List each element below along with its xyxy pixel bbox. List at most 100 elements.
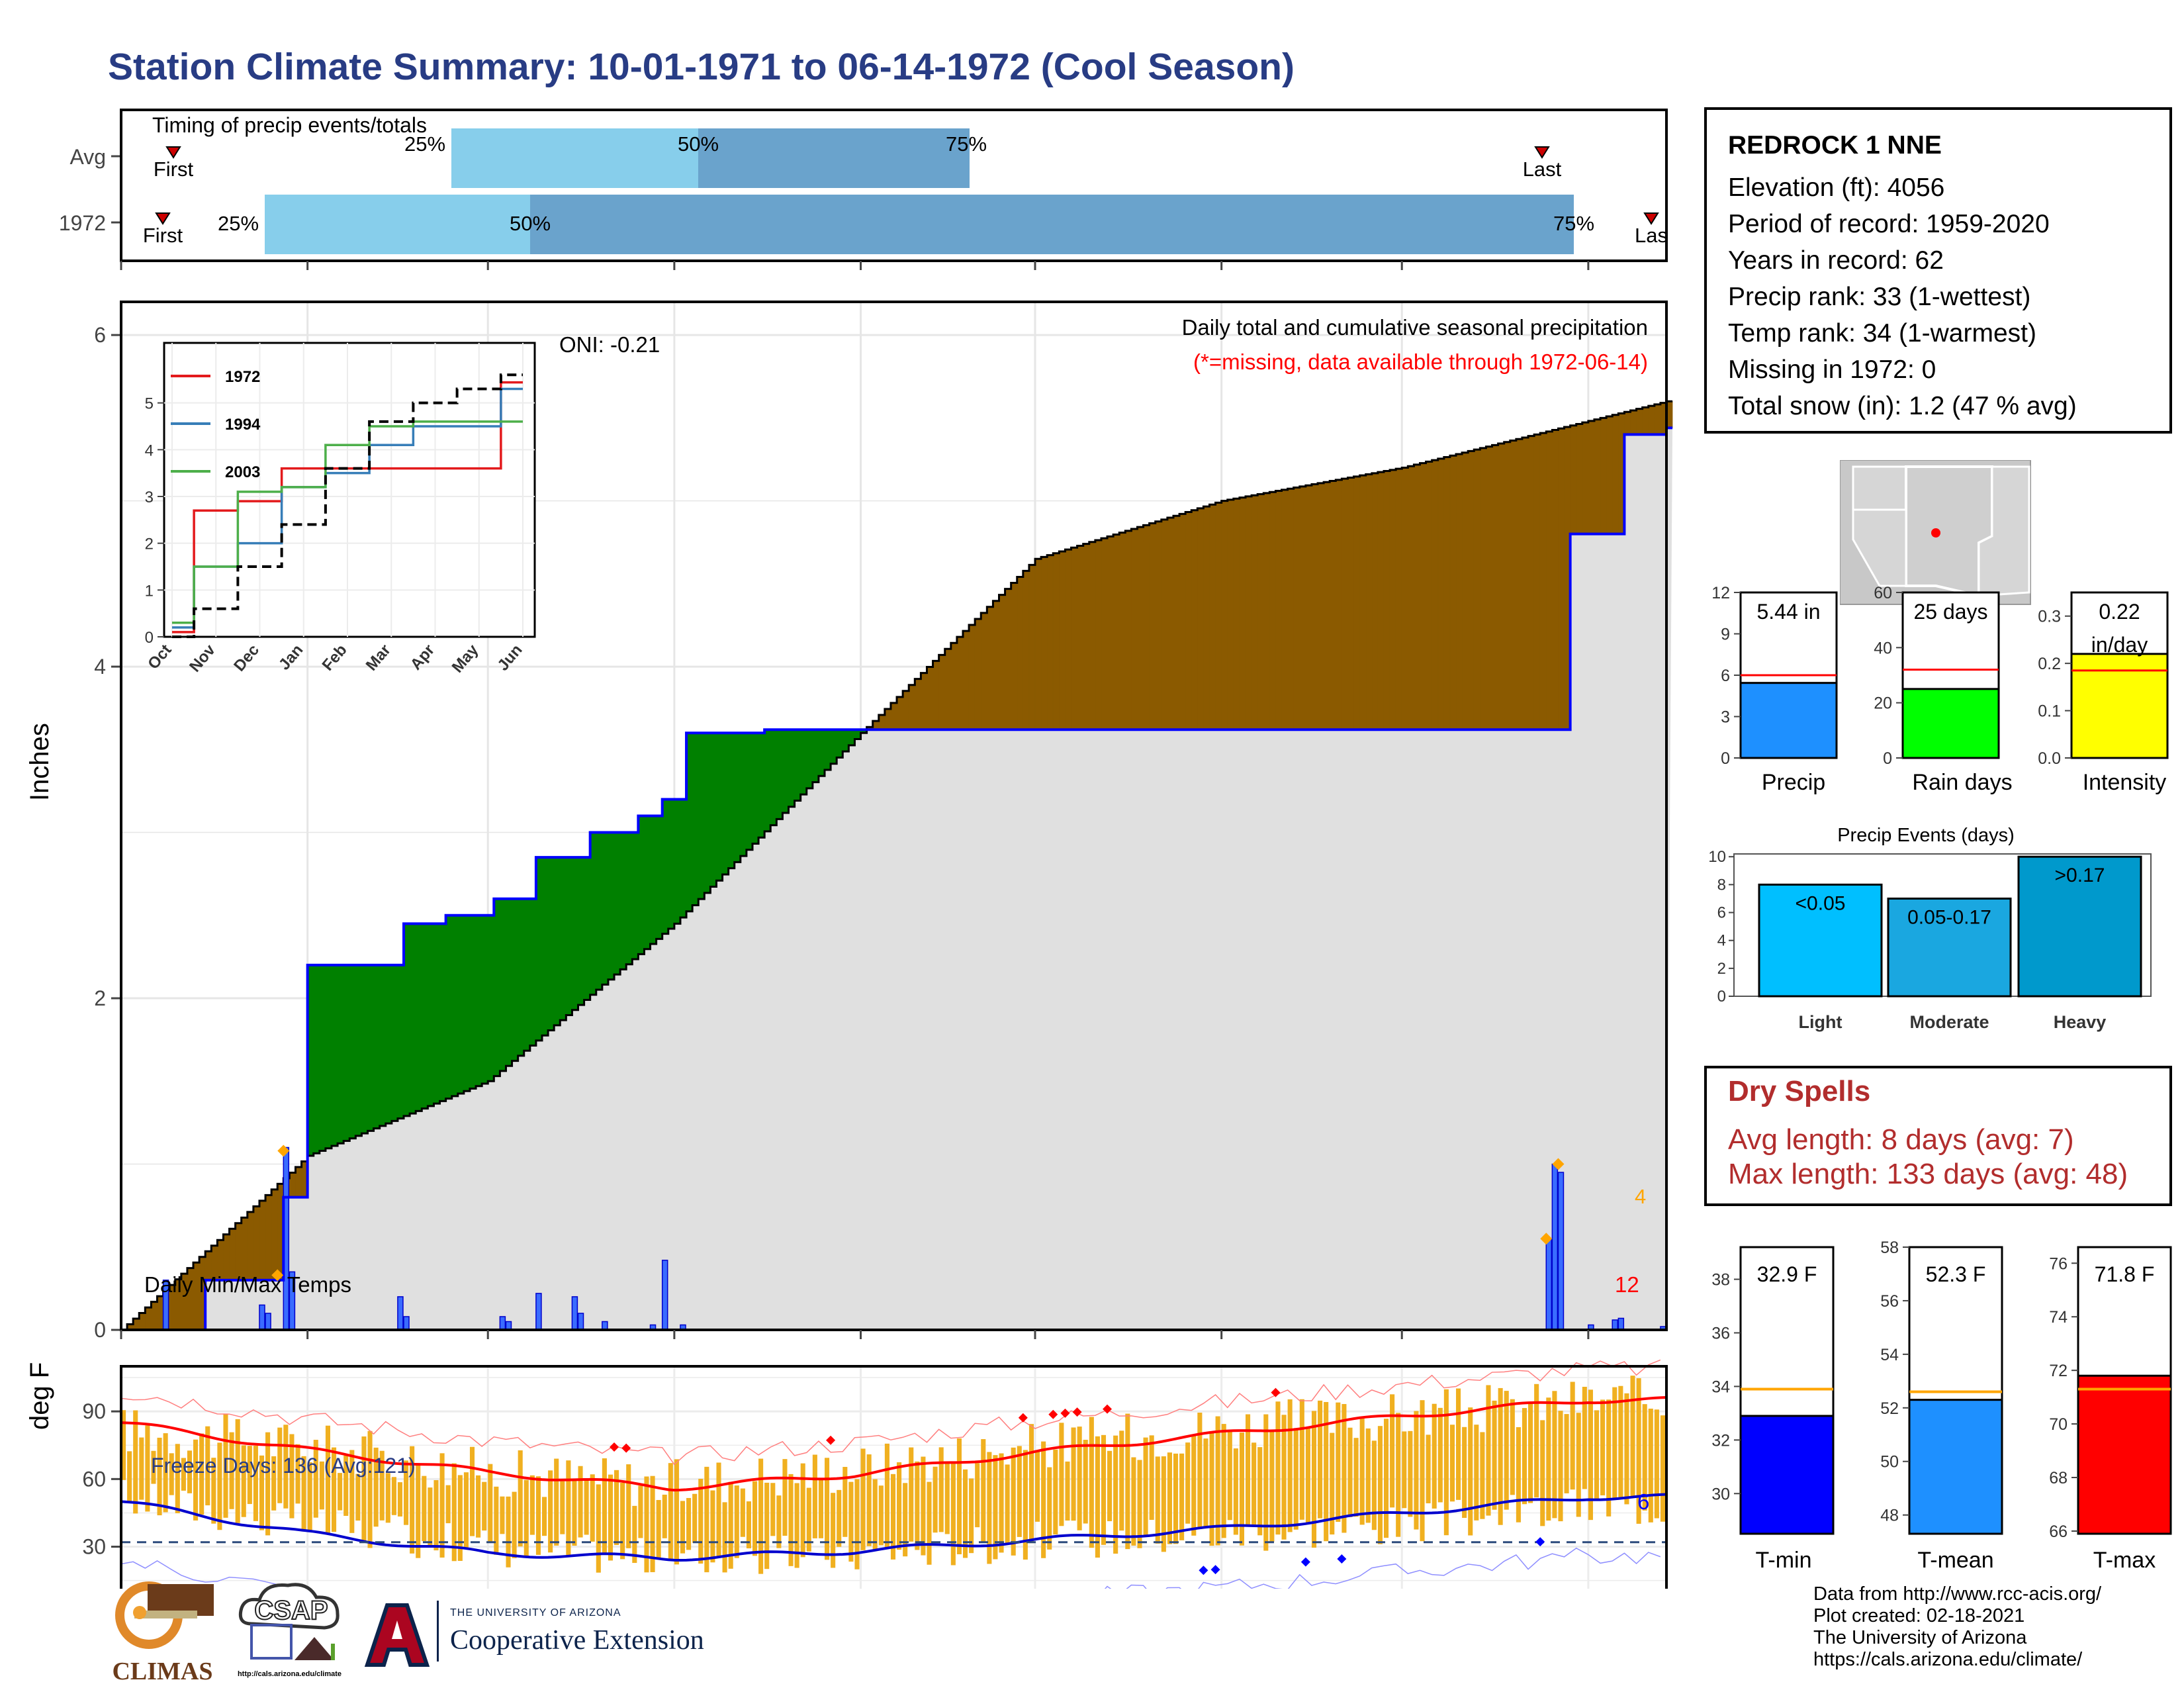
daily-temp-bar <box>1324 1401 1329 1542</box>
daily-temp-bar <box>373 1447 379 1527</box>
timing-last-marker <box>1643 212 1659 225</box>
inset-series-line <box>172 373 523 638</box>
events-tick-label: 10 <box>1708 851 1726 866</box>
dry-spells-avg: Avg length: 8 days (avg: 7) <box>1728 1123 2074 1156</box>
daily-temp-bar <box>764 1482 770 1570</box>
locator-map <box>1840 460 2031 605</box>
daily-temp-bar <box>313 1440 318 1518</box>
daily-temp-bar <box>289 1434 295 1519</box>
daily-temp-bar <box>944 1462 950 1534</box>
daily-temp-bar <box>1053 1449 1058 1535</box>
daily-temp-bar <box>1528 1403 1533 1503</box>
daily-temp-bar <box>1365 1428 1371 1523</box>
timing-first-label: First <box>154 158 194 181</box>
oni-label: ONI: -0.21 <box>559 332 660 357</box>
daily-temp-bar <box>1594 1410 1600 1500</box>
daily-temp-bar <box>1059 1423 1064 1526</box>
daily-temp-bar <box>956 1438 962 1554</box>
daily-temp-bar <box>800 1463 805 1558</box>
timing-p25-label: 25% <box>218 212 259 235</box>
daily-temp-bar <box>500 1496 505 1534</box>
climas-logo-text: CLIMAS <box>112 1658 213 1685</box>
temp-bar-tick-label: 32 <box>1711 1431 1730 1450</box>
daily-temp-bar <box>1209 1432 1214 1546</box>
daily-precip-bar <box>1557 1172 1565 1331</box>
daily-temp-bar <box>620 1482 625 1560</box>
map-state-w <box>1852 508 1907 587</box>
daily-temp-bar <box>241 1445 246 1517</box>
daily-temp-bar <box>523 1479 529 1556</box>
events-tick-label: 4 <box>1717 932 1726 950</box>
station-info-line: Years in record: 62 <box>1728 246 1944 275</box>
footer-line-url: https://cals.arizona.edu/climate/ <box>1813 1649 2083 1670</box>
station-info-line: Missing in 1972: 0 <box>1728 355 1936 384</box>
daily-temp-bar <box>1083 1440 1088 1524</box>
mini-bar-panel: 0.22 in/day 0.0 0.1 0.2 0.3 <box>2038 591 2169 768</box>
daily-temp-bar <box>1534 1383 1539 1498</box>
daily-temp-bar <box>740 1488 745 1537</box>
temp-bar-tick-label: 36 <box>1711 1324 1730 1342</box>
station-location-dot <box>1931 528 1940 538</box>
daily-temp-bar <box>1011 1447 1016 1556</box>
events-bar <box>1887 897 2012 998</box>
daily-temp-bar <box>1390 1394 1395 1508</box>
inset-frame <box>163 342 536 638</box>
daily-temp-bar <box>1167 1452 1172 1544</box>
daily-temp-bar <box>1336 1402 1341 1522</box>
daily-temp-bar <box>1137 1460 1142 1548</box>
csap-cloud-icon <box>238 1583 340 1660</box>
events-range-label: >0.17 <box>2055 865 2105 886</box>
daily-temp-bar <box>584 1478 589 1535</box>
daily-temp-bar <box>1353 1438 1359 1517</box>
footer-line-univ: The University of Arizona <box>1813 1627 2027 1648</box>
temp-bar-tick-label: 58 <box>1880 1239 1899 1257</box>
daily-temp-bar <box>211 1458 216 1524</box>
daily-temp-bar <box>1347 1427 1353 1517</box>
events-range-label: <0.05 <box>1796 892 1846 914</box>
daily-temp-bar <box>1149 1435 1154 1521</box>
daily-temp-bar <box>1065 1461 1070 1521</box>
daily-temp-bar <box>1437 1407 1443 1503</box>
station-info-line: Elevation (ft): 4056 <box>1728 173 1945 202</box>
daily-temp-bar <box>1215 1416 1220 1546</box>
daily-temp-bar <box>518 1450 523 1547</box>
temp-bar-value-label: 71.8 F <box>2095 1262 2155 1286</box>
temp-bar-panel: 52.3 F 48 50 52 54 56 58 <box>1880 1239 2003 1535</box>
daily-temp-bar <box>842 1466 848 1537</box>
daily-temp-bar <box>662 1494 667 1538</box>
daily-temp-bar <box>187 1450 193 1493</box>
daily-temp-bar <box>1371 1440 1377 1530</box>
daily-temp-bar <box>133 1410 138 1514</box>
mini-bar-tick-label: 20 <box>1874 694 1892 713</box>
daily-temp-bar <box>825 1458 830 1560</box>
temp-bar-tick-label: 50 <box>1880 1453 1899 1472</box>
precip-normal-line <box>121 400 1673 1331</box>
record-high-marker <box>1271 1387 1281 1397</box>
daily-temp-bar <box>1233 1448 1238 1535</box>
daily-temp-bar <box>1516 1427 1521 1523</box>
daily-temp-bar <box>1359 1417 1365 1525</box>
precip-events-chart: <0.05 Light 0.05-0.17 Moderate >0.17 Heavy 0 2 4… <box>1708 851 2152 1032</box>
daily-temp-bar <box>181 1458 186 1491</box>
daily-temp-bar <box>1041 1441 1046 1558</box>
temp-y-tick-label: 60 <box>82 1467 106 1491</box>
daily-temp-bar <box>416 1464 421 1558</box>
events-bar <box>1758 883 1883 998</box>
daily-temp-bar <box>770 1483 776 1536</box>
station-info-line: Temp rank: 34 (1-warmest) <box>1728 319 2036 348</box>
daily-temp-bar <box>494 1486 499 1555</box>
mini-bar-tick-label: 0 <box>1883 749 1892 768</box>
precip-y-tick-label: 0 <box>94 1318 106 1342</box>
timing-bar-first-half <box>265 195 530 254</box>
daily-temp-bar <box>1648 1408 1653 1523</box>
mini-bar-tick-label: 6 <box>1721 667 1730 685</box>
daily-temp-bar <box>578 1466 583 1538</box>
daily-temp-bar <box>698 1478 704 1564</box>
timing-bar-first-half <box>451 128 698 188</box>
temp-bar-tick-label: 48 <box>1880 1507 1899 1525</box>
daily-temp-bar <box>656 1499 661 1558</box>
timing-p50-label: 50% <box>510 212 551 235</box>
station-name: REDROCK 1 NNE <box>1728 131 1942 160</box>
daily-temp-bar <box>1600 1399 1606 1495</box>
